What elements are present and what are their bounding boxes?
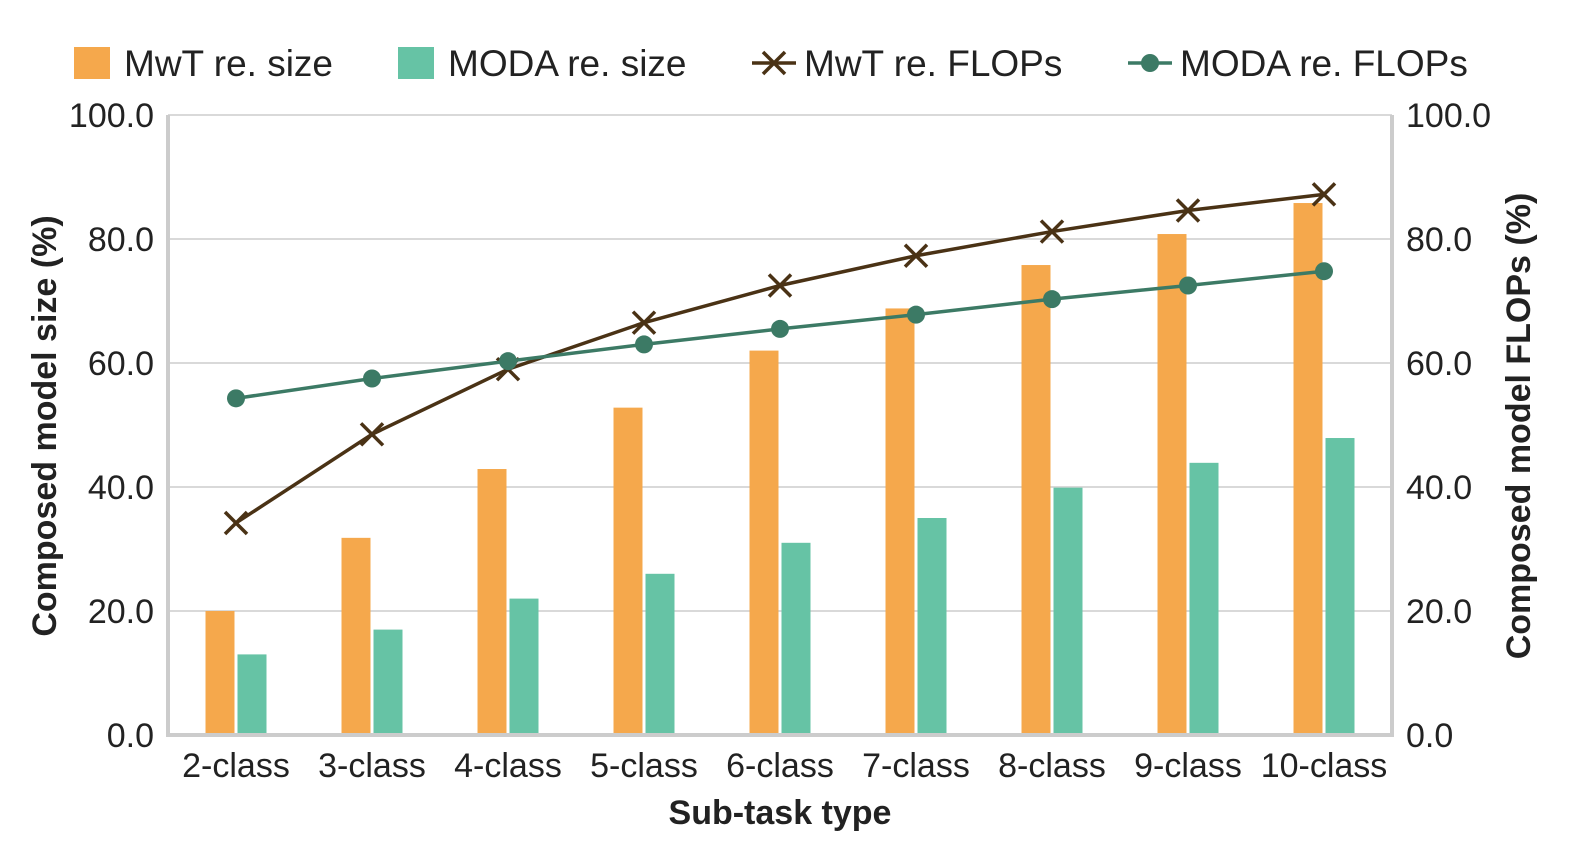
point-mwt-flops	[903, 243, 929, 268]
x-tick-label: 6-class	[726, 747, 834, 785]
legend-item-moda-flops: MODA re. FLOPs	[1128, 43, 1468, 84]
legend-label: MwT re. size	[124, 43, 333, 84]
point-moda-flops	[1179, 276, 1197, 295]
bars	[205, 203, 1355, 736]
y-tick-label: 0.0	[107, 717, 154, 755]
bar-moda-size	[645, 573, 675, 735]
y2-tick-label: 60.0	[1406, 345, 1472, 383]
y2-tick-label: 20.0	[1406, 593, 1472, 631]
axes	[166, 115, 1394, 737]
legend-label: MODA re. size	[448, 43, 687, 84]
bar-moda-size	[237, 654, 267, 735]
x-tick-label: 5-class	[590, 747, 698, 785]
bar-mwt-size	[885, 308, 915, 735]
legend: MwT re. size MODA re. size MwT re. FLOPs MO…	[74, 43, 1468, 84]
bar-moda-size	[1189, 462, 1219, 735]
x-tick-label: 9-class	[1134, 747, 1242, 785]
y2-axis-title: Composed model FLOPs (%)	[1500, 193, 1538, 660]
marker-x-stroke	[1175, 198, 1201, 223]
bar-moda-size	[781, 542, 811, 735]
marker-x-stroke	[761, 50, 787, 76]
point-moda-flops	[499, 352, 517, 371]
legend-marker-circle	[1141, 54, 1159, 72]
bar-mwt-size	[205, 611, 235, 735]
x-tick-label: 3-class	[318, 747, 426, 785]
point-moda-flops	[907, 305, 925, 324]
legend-item-mwt-size: MwT re. size	[74, 43, 333, 84]
x-tick-label: 7-class	[862, 747, 970, 785]
bar-mwt-size	[749, 350, 779, 735]
marker-x-stroke	[631, 310, 657, 335]
point-mwt-flops	[1039, 219, 1065, 244]
legend-marker-x	[761, 50, 787, 76]
x-tick-label: 2-class	[182, 747, 290, 785]
bar-mwt-size	[613, 407, 643, 735]
bar-moda-size	[509, 598, 539, 735]
legend-label: MODA re. FLOPs	[1180, 43, 1468, 84]
point-mwt-flops	[1311, 182, 1337, 207]
legend-label: MwT re. FLOPs	[804, 43, 1062, 84]
legend-item-moda-size: MODA re. size	[398, 43, 687, 84]
point-mwt-flops	[1175, 198, 1201, 223]
point-moda-flops	[1315, 262, 1333, 281]
y-tick-label: 60.0	[88, 345, 154, 383]
legend-swatch	[398, 47, 434, 79]
bar-mwt-size	[1157, 234, 1187, 736]
y2-tick-label: 80.0	[1406, 221, 1472, 259]
point-moda-flops	[363, 369, 381, 388]
y-tick-label: 100.0	[69, 97, 154, 135]
bar-mwt-size	[477, 469, 507, 735]
grid-lines	[168, 114, 1392, 612]
tick-labels: 0.0 20.0 40.0 60.0 80.0 100.0 0.0 20.0 40.0 60.0 8…	[69, 97, 1491, 785]
bar-moda-size	[917, 518, 947, 735]
y2-tick-label: 0.0	[1406, 717, 1453, 755]
bar-mwt-size	[1021, 265, 1051, 735]
bar-moda-size	[1325, 438, 1355, 735]
legend-item-mwt-flops: MwT re. FLOPs	[752, 43, 1062, 84]
marker-x-stroke	[1311, 182, 1337, 207]
x-axis-title: Sub-task type	[669, 794, 892, 832]
bar-moda-size	[373, 629, 403, 735]
marker-x-stroke	[767, 273, 793, 298]
x-tick-label: 8-class	[998, 747, 1106, 785]
point-mwt-flops	[767, 273, 793, 298]
y-tick-label: 40.0	[88, 469, 154, 507]
y2-tick-label: 40.0	[1406, 469, 1472, 507]
y-tick-label: 80.0	[88, 221, 154, 259]
marker-x-stroke	[903, 243, 929, 268]
bar-mwt-size	[341, 537, 371, 735]
y-axis-title: Composed model size (%)	[26, 215, 64, 636]
legend-swatch	[74, 47, 110, 79]
x-tick-label: 4-class	[454, 747, 562, 785]
point-moda-flops	[227, 389, 245, 408]
x-tick-label: 10-class	[1261, 747, 1388, 785]
point-mwt-flops	[359, 422, 385, 447]
point-moda-flops	[1043, 290, 1061, 309]
point-moda-flops	[635, 335, 653, 354]
point-moda-flops	[771, 319, 789, 338]
point-mwt-flops	[631, 310, 657, 335]
point-mwt-flops	[223, 510, 249, 536]
bar-moda-size	[1053, 487, 1083, 735]
marker-x-stroke	[1039, 219, 1065, 244]
y2-tick-label: 100.0	[1406, 97, 1491, 135]
marker-x-stroke	[223, 510, 249, 536]
marker-x-stroke	[359, 422, 385, 447]
bar-mwt-size	[1293, 203, 1323, 736]
y-tick-label: 20.0	[88, 593, 154, 631]
lines	[223, 182, 1337, 536]
